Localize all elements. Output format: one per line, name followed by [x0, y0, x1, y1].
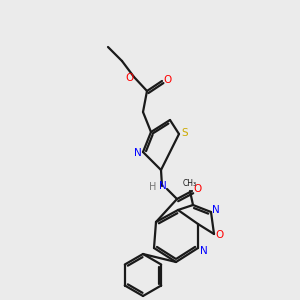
- Text: N: N: [212, 205, 220, 215]
- Text: S: S: [182, 128, 188, 138]
- Text: H: H: [149, 182, 157, 192]
- Text: O: O: [216, 230, 224, 240]
- Text: N: N: [200, 246, 208, 256]
- Text: CH₃: CH₃: [183, 178, 197, 188]
- Text: O: O: [125, 73, 133, 83]
- Text: O: O: [163, 75, 171, 85]
- Text: N: N: [159, 181, 167, 191]
- Text: O: O: [193, 184, 201, 194]
- Text: N: N: [134, 148, 142, 158]
